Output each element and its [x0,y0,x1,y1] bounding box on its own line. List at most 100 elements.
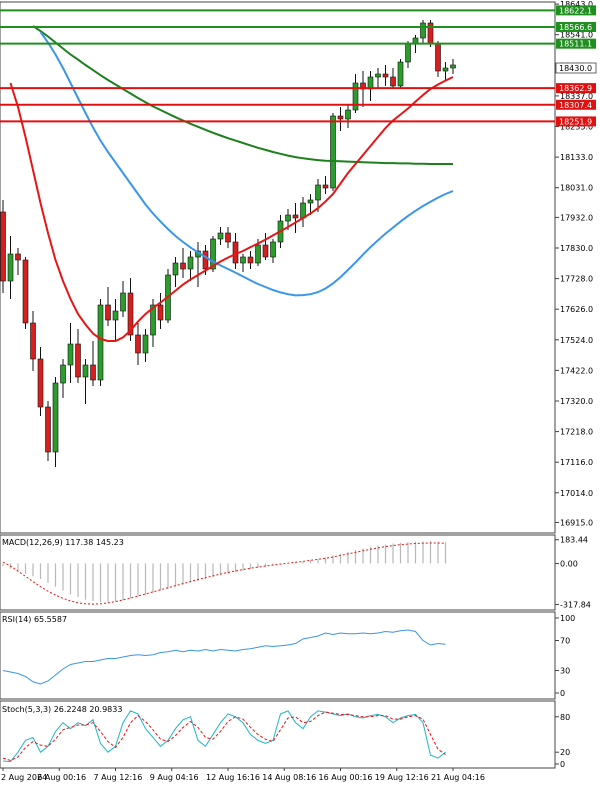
candle-bull [187,256,194,270]
level-badge [556,22,596,33]
candle-bear [435,43,441,72]
level-label: 18307.4 [559,101,592,110]
candle-bear [202,250,209,270]
candle-bear [322,184,329,189]
candle-bear [225,232,231,243]
y-tick-label: 17320.0 [560,397,593,406]
y-tick-label: 17116.0 [560,458,593,467]
candle-bull [150,304,156,336]
candle-bull [97,304,104,381]
level-label: 18511.1 [559,40,592,49]
x-tick-label: 7 Aug 12:16 [94,773,143,782]
level-label: 18622.1 [559,6,592,15]
x-tick-label: 16 Aug 00:16 [319,773,373,782]
candle-bull [405,43,411,63]
rsi-tick-label: 30 [560,667,570,676]
macd-title: MACD(12,26,9) 117.38 145.23 [2,538,124,547]
candle-bull [330,115,336,189]
y-tick-label: 17014.0 [560,489,593,498]
candle-bull [300,202,306,219]
candle-bull [210,238,216,270]
candle-bull [285,214,291,222]
candle-bull [375,73,381,78]
y-tick-label: 17728.0 [560,275,593,284]
rsi-tick-label: 0 [560,689,565,698]
macd-signal-line [2,542,446,605]
level-badge [556,83,596,94]
current-price-label: 18430.0 [559,64,592,73]
candle-bull [7,253,14,282]
candle-bear [37,358,44,408]
x-tick-label: 12 Aug 16:16 [206,773,260,782]
x-tick-label: 14 Aug 08:16 [262,773,316,782]
y-tick-label: 17932.0 [560,213,593,222]
fast-moving-average [9,76,454,342]
y-tick-label: 18235.0 [560,123,593,132]
current-price-badge [555,62,597,74]
candle-bear [382,73,389,78]
macd-tick-label: 183.44 [560,536,588,545]
candle-bull [420,22,426,39]
rsi-title: RSI(14) 65.5587 [2,615,67,624]
y-tick-label: 17218.0 [560,428,593,437]
y-tick-label: 18031.0 [560,184,593,193]
stoch-tick-label: 20 [560,748,570,757]
candle-bear [105,304,111,321]
candle-bull [315,184,321,201]
y-tick-label: 18541.0 [560,31,593,40]
rsi-tick-label: 70 [560,637,570,646]
candle-bull [217,232,224,240]
rsi-pane: RSI(14) 65.5587 100 70 30 0 [0,611,575,700]
candle-bull [52,382,59,453]
y-tick-label: 18337.0 [560,92,593,101]
candle-bull [450,64,456,69]
level-badge [556,5,596,16]
rsi-tick-label: 100 [560,614,575,623]
candle-bear [90,364,96,381]
macd-frame [0,534,556,611]
candle-bull [352,82,359,111]
main-price-pane: 18643.018541.018439.018337.018235.018133… [0,0,597,534]
stoch-d-line [2,711,446,761]
x-tick-label: 2 Aug 2024 [1,773,47,782]
candle-bear [127,292,134,336]
macd-tick-label: -317.84 [560,601,591,610]
stoch-tick-label: 0 [560,760,565,769]
candle-bear [180,262,186,270]
candle-bear [30,322,36,360]
candle-bull [60,364,66,384]
candle-bear [75,343,81,378]
candle-bear [135,334,141,354]
candle-bull [442,67,449,72]
candle-bull [255,244,261,264]
macd-pane: MACD(12,26,9) 117.38 145.23 183.44 0.00 -3… [0,534,591,611]
candle-bull [67,343,74,366]
stoch-tick-label: 80 [560,713,570,722]
candle-bear [0,211,6,282]
candle-bear [247,256,254,264]
level-badge [556,116,596,127]
candle-bear [337,115,344,120]
candle-bull [240,256,246,264]
candle-bear [45,406,51,453]
y-tick-label: 16915.0 [560,519,593,528]
level-label: 18251.9 [559,117,592,126]
stoch-k-line [2,710,446,763]
candle-bull [307,199,314,204]
candle-bull [172,262,179,276]
level-label: 18566.6 [559,23,592,32]
level-badge [556,99,596,110]
candle-bull [142,334,149,354]
stoch-title: Stoch(5,3,3) 26.2248 20.9833 [2,705,122,714]
candle-bull [112,310,119,321]
y-tick-label: 17626.0 [560,305,593,314]
rsi-line [2,629,446,685]
candle-bull [345,109,351,120]
level-badge [556,38,596,49]
macd-tick-label: 0.00 [560,559,578,568]
candle-bear [292,214,299,219]
candle-bear [22,259,29,324]
x-tick-label: 6 Aug 00:16 [37,773,86,782]
mid-moving-average [39,31,454,297]
